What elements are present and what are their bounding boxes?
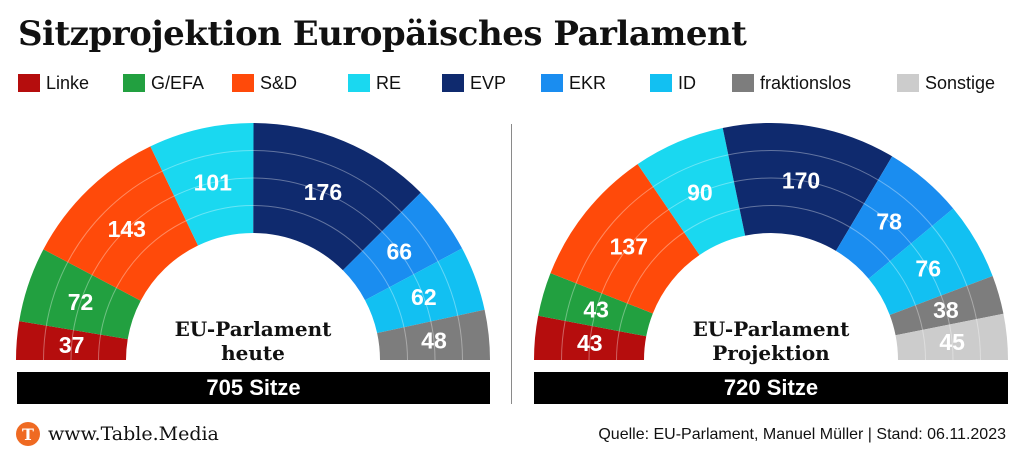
- legend-label: ID: [678, 72, 696, 93]
- seat-label-1-3: 90: [687, 179, 713, 205]
- legend-item: G/EFA: [123, 70, 204, 96]
- seat-segment-1-6: [868, 208, 993, 316]
- seat-segment-0-1: [19, 249, 141, 340]
- seat-label-0-4: 176: [304, 179, 342, 205]
- legend-label: fraktionslos: [760, 72, 852, 93]
- seat-label-0-2: 143: [108, 216, 146, 242]
- legend-swatch: [541, 74, 563, 92]
- legend-label: EVP: [470, 72, 507, 93]
- seat-row-line: [70, 177, 436, 361]
- seat-label-1-8: 45: [939, 329, 965, 355]
- seat-label-1-2: 137: [610, 233, 648, 259]
- seat-segment-0-3: [150, 123, 254, 246]
- seat-label-0-7: 48: [421, 328, 447, 354]
- legend-item: RE: [348, 70, 401, 96]
- seat-label-0-6: 62: [411, 284, 437, 310]
- seat-label-1-5: 78: [876, 209, 902, 235]
- legend-item: ID: [650, 70, 696, 96]
- table-media-logo: T: [16, 422, 40, 446]
- parliament-charts: 37 72 143 101 176 66 62 48 43 43 137 90 170 78 76 38 45: [16, 122, 1008, 361]
- total-seats-right: 720 Sitze: [534, 372, 1008, 404]
- legend-label: EKR: [569, 72, 607, 93]
- seat-label-1-6: 76: [915, 255, 941, 281]
- legend: Linke G/EFA S&D RE EVP EKR ID fraktionslos Sonst…: [18, 70, 1018, 96]
- center-label-left-line2: heute: [221, 341, 285, 365]
- legend-swatch: [348, 74, 370, 92]
- seat-row-line: [98, 205, 408, 361]
- total-seats-left: 705 Sitze: [17, 372, 490, 404]
- divider: [511, 124, 512, 404]
- seat-segment-1-7: [889, 276, 1004, 336]
- seat-row-line: [43, 150, 463, 361]
- legend-label: S&D: [260, 72, 298, 93]
- center-label-right: EU-Parlament Projektion: [671, 317, 871, 365]
- seat-label-1-1: 43: [583, 296, 609, 322]
- legend-swatch: [442, 74, 464, 92]
- legend-swatch: [897, 74, 919, 92]
- legend-label: RE: [376, 72, 402, 93]
- legend-swatch: [232, 74, 254, 92]
- legend-item: Sonstige: [897, 70, 995, 96]
- center-label-left-line1: EU-Parlament: [174, 317, 332, 341]
- seat-segment-0-7: [377, 309, 490, 360]
- legend-label: Sonstige: [925, 72, 996, 93]
- seat-segment-0-2: [43, 146, 199, 301]
- footer-source: Quelle: EU-Parlament, Manuel Müller | St…: [598, 426, 1006, 443]
- chart-title: Sitzprojektion Europäisches Parlament: [18, 14, 747, 54]
- legend-item: EVP: [442, 70, 506, 96]
- legend-swatch: [732, 74, 754, 92]
- seat-segment-1-1: [538, 273, 653, 337]
- seat-segment-1-5: [835, 156, 954, 279]
- seat-segment-0-6: [365, 248, 485, 334]
- seat-segment-1-8: [895, 313, 1008, 360]
- seat-label-1-0: 43: [577, 330, 603, 356]
- legend-swatch: [650, 74, 672, 92]
- legend-swatch: [18, 74, 40, 92]
- seat-row-line: [561, 150, 981, 361]
- seat-label-0-3: 101: [194, 169, 233, 195]
- seat-label-0-1: 72: [68, 289, 94, 315]
- seat-label-1-7: 38: [933, 297, 959, 323]
- seat-segment-0-5: [342, 192, 463, 301]
- legend-item: EKR: [541, 70, 606, 96]
- center-label-left: EU-Parlament heute: [153, 317, 353, 365]
- seat-segment-1-4: [722, 122, 893, 251]
- legend-item: Linke: [18, 70, 89, 96]
- seat-row-line: [588, 177, 954, 361]
- legend-item: fraktionslos: [732, 70, 851, 96]
- center-label-right-line2: Projektion: [712, 341, 830, 365]
- legend-label: G/EFA: [151, 72, 205, 93]
- seat-label-0-0: 37: [59, 332, 85, 358]
- seat-label-1-4: 170: [782, 167, 820, 193]
- center-label-right-line1: EU-Parlament: [692, 317, 850, 341]
- seat-segment-1-2: [550, 164, 700, 314]
- seat-label-0-5: 66: [386, 239, 412, 265]
- legend-swatch: [123, 74, 145, 92]
- seat-segment-1-3: [637, 127, 746, 256]
- legend-label: Linke: [46, 72, 90, 93]
- seat-segment-0-0: [16, 321, 128, 360]
- footer-site: www.Table.Media: [48, 423, 219, 445]
- seat-row-line: [616, 205, 926, 361]
- legend-item: S&D: [232, 70, 297, 96]
- seat-segment-1-0: [534, 315, 647, 360]
- seat-segment-0-4: [253, 123, 421, 271]
